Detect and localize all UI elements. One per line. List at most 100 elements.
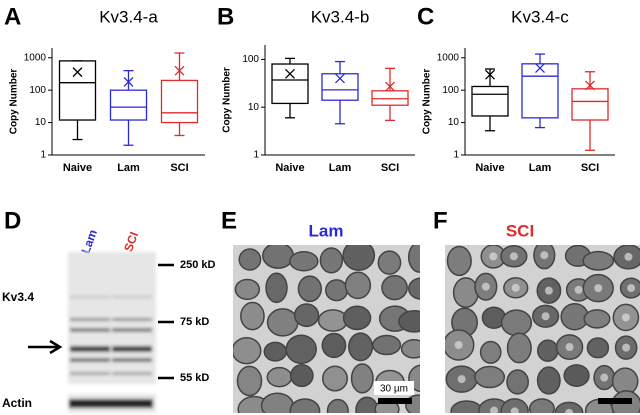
nucleus — [565, 343, 574, 352]
cell — [506, 369, 529, 395]
nucleus — [454, 341, 463, 350]
y-tick-label: 1 — [453, 150, 459, 161]
cell — [297, 275, 323, 303]
blot-band — [112, 318, 152, 321]
mean-marker — [585, 80, 595, 91]
y-tick-label: 1000 — [437, 52, 460, 63]
scale-label-bg — [374, 381, 414, 395]
y-tick-label: 10 — [35, 117, 47, 128]
y-tick-label: 10 — [248, 102, 260, 113]
box — [471, 85, 509, 117]
cell — [479, 340, 502, 364]
x-tick-label: SCI — [381, 162, 399, 174]
nucleus — [600, 373, 609, 382]
cell — [266, 308, 299, 337]
x-tick-label: Lam — [117, 162, 140, 174]
nucleus — [509, 252, 518, 261]
actin-band — [111, 399, 153, 408]
panel-letter: B — [217, 3, 234, 30]
box — [271, 63, 309, 105]
x-tick-label: SCI — [581, 162, 599, 174]
chart-title: Kv3.4-c — [511, 7, 569, 26]
cell — [350, 363, 374, 394]
y-tick-label: 100 — [29, 85, 46, 96]
mean-marker — [335, 73, 345, 84]
cell — [325, 279, 349, 302]
box — [321, 73, 359, 101]
mean-marker — [72, 67, 83, 78]
mean-marker — [285, 68, 295, 79]
cell — [582, 250, 615, 271]
blot-image — [68, 252, 156, 413]
cell — [372, 334, 402, 356]
cell — [321, 365, 349, 392]
nucleus — [565, 408, 574, 413]
cell — [233, 336, 262, 365]
cell — [319, 247, 344, 274]
cell — [400, 339, 420, 359]
cell — [289, 398, 321, 413]
panel-letter: E — [221, 207, 237, 234]
x-tick-label: Lam — [329, 162, 352, 174]
panel-letter: D — [4, 207, 21, 234]
nucleus — [541, 312, 550, 321]
mean-marker — [123, 76, 134, 87]
cell — [344, 271, 372, 300]
nucleus — [511, 283, 520, 292]
nucleus — [489, 252, 498, 261]
marker-label: 75 kD — [180, 316, 209, 328]
nucleus — [544, 286, 553, 295]
cell — [285, 334, 317, 365]
scale-bar — [598, 398, 632, 404]
marker-label: 55 kD — [180, 372, 209, 384]
panel-letter: A — [4, 3, 21, 30]
cell — [266, 366, 293, 388]
cell — [262, 245, 295, 269]
x-tick-label: Lam — [529, 162, 552, 174]
cell — [263, 341, 288, 362]
blot-band — [112, 358, 152, 362]
y-tick-label: 1000 — [24, 52, 47, 63]
lane-label: SCI — [121, 230, 141, 254]
cell — [408, 277, 420, 300]
cell — [260, 392, 294, 413]
cell — [377, 250, 402, 275]
mean-marker — [174, 65, 185, 76]
nucleus — [594, 284, 603, 293]
box — [571, 88, 609, 121]
micrograph-label: SCI — [506, 221, 534, 240]
cell — [528, 398, 555, 413]
cell — [238, 248, 262, 271]
x-tick-label: Naive — [475, 162, 504, 174]
nucleus — [627, 284, 636, 293]
nucleus — [481, 282, 490, 291]
scale-label: 30 µm — [380, 384, 408, 395]
protein-label: Kv3.4 — [2, 290, 34, 304]
y-tick-label: 100 — [442, 85, 459, 96]
blot-band — [70, 328, 110, 332]
panel-letter: C — [417, 3, 434, 30]
y-axis-label: Copy Number — [9, 69, 20, 135]
cell — [450, 400, 483, 413]
cell — [289, 251, 319, 272]
cell — [326, 398, 349, 413]
cell — [446, 245, 472, 277]
x-tick-label: Naive — [275, 162, 304, 174]
cell — [317, 309, 349, 332]
cell — [236, 365, 263, 397]
cell — [342, 305, 372, 331]
cell — [583, 309, 611, 329]
y-tick-label: 1 — [40, 150, 46, 161]
box — [109, 89, 148, 121]
y-axis-label: Copy Number — [422, 69, 433, 135]
marker-label: 250 kD — [180, 259, 216, 271]
cell — [500, 398, 529, 413]
nucleus — [622, 343, 631, 352]
cell — [234, 278, 261, 301]
y-axis-label: Copy Number — [222, 67, 233, 133]
chart-title: Kv3.4-a — [99, 7, 158, 26]
nucleus — [510, 407, 519, 413]
cell — [289, 363, 314, 388]
y-tick-label: 10 — [448, 117, 460, 128]
nucleus — [457, 375, 466, 384]
